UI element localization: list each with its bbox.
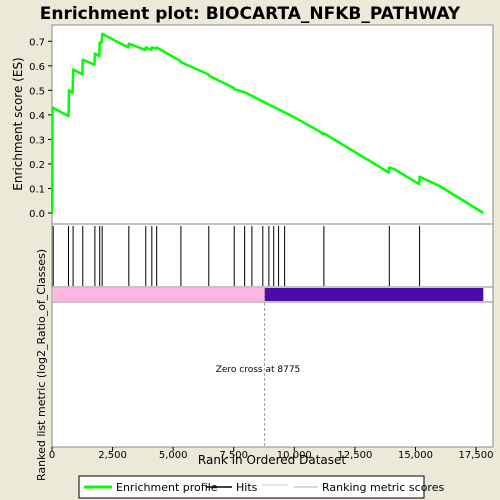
x-ticks: 0 2,500 5,000 7,500 10,000 12,500 15,000 17,500 (49, 447, 494, 461)
x-tick-label: 5,000 (159, 450, 188, 461)
negative-band (264, 288, 484, 301)
x-tick-label: 17,500 (459, 450, 494, 461)
x-tick-label: 12,500 (337, 450, 372, 461)
es-y-axis-label: Enrichment score (ES) (11, 57, 25, 190)
metric-panel (51, 301, 494, 448)
legend: Enrichment profile Hits Ranking metric sco… (84, 481, 444, 494)
es-y-tick-label: 0.7 (29, 37, 45, 48)
zero-cross-annotation: Zero cross at 8775 (216, 365, 301, 375)
es-y-tick-label: 0.5 (29, 86, 45, 97)
hits-group (52, 226, 421, 286)
es-y-ticks: 0.0 0.1 0.2 0.3 0.4 0.5 0.6 0.7 (29, 37, 52, 220)
ranking-band-group (53, 288, 484, 301)
x-tick-label: 7,500 (219, 450, 248, 461)
metric-y-axis-label: Ranked list metric (log2_Ratio_of_Classe… (35, 249, 48, 481)
es-curve-group (50, 32, 484, 215)
legend-ranking-label: Ranking metric scores (322, 481, 444, 494)
x-axis-label: Rank in Ordered Dataset (198, 453, 346, 467)
es-curve (50, 32, 484, 215)
x-tick-label: 2,500 (98, 450, 127, 461)
hits-panel (51, 223, 494, 288)
es-y-tick-label: 0.0 (29, 209, 45, 220)
es-y-tick-label: 0.3 (29, 135, 45, 146)
legend-hits-label: Hits (236, 481, 258, 494)
es-y-tick-label: 0.1 (29, 184, 45, 195)
es-y-tick-label: 0.2 (29, 160, 45, 171)
chart-title: Enrichment plot: BIOCARTA_NFKB_PATHWAY (40, 4, 461, 24)
es-y-tick-label: 0.6 (29, 62, 45, 73)
es-panel (51, 24, 494, 225)
legend-enrichment-label: Enrichment profile (116, 481, 218, 494)
x-tick-label: 0 (49, 450, 55, 461)
x-tick-label: 15,000 (398, 450, 433, 461)
legend-box (78, 475, 425, 499)
es-y-tick-label: 0.4 (29, 111, 45, 122)
x-tick-label: 10,000 (277, 450, 312, 461)
positive-band (53, 288, 265, 301)
